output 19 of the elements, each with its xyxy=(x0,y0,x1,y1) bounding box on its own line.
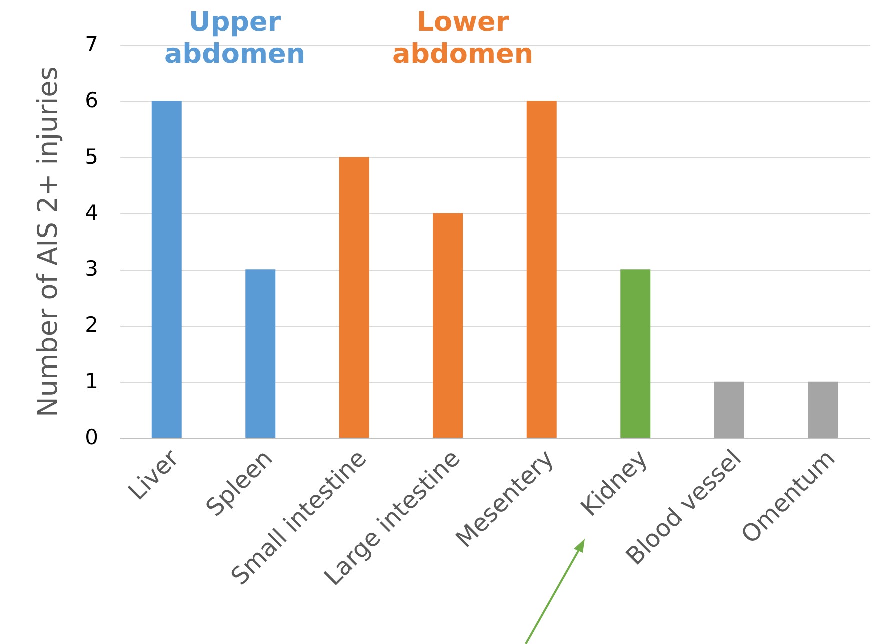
bar xyxy=(246,270,276,438)
y-tick-label: 5 xyxy=(85,144,98,169)
bar xyxy=(152,101,182,438)
bar xyxy=(620,270,651,438)
y-tick-label: 7 xyxy=(85,32,98,56)
bar xyxy=(714,382,744,438)
bar xyxy=(526,101,557,438)
annotation: Upper abdomen xyxy=(164,7,306,70)
y-tick-label: 6 xyxy=(85,88,98,113)
annotation: Lower abdomen xyxy=(392,7,534,70)
y-axis-title: Number of AIS 2+ injuries xyxy=(33,66,64,418)
y-tick-label: 1 xyxy=(85,369,98,394)
bar xyxy=(339,157,370,438)
y-tick-label: 0 xyxy=(85,426,98,450)
y-tick-label: 4 xyxy=(85,200,98,225)
y-tick-label: 3 xyxy=(85,257,98,282)
bar xyxy=(808,382,838,438)
y-tick-label: 2 xyxy=(85,313,98,338)
bar xyxy=(433,213,464,438)
